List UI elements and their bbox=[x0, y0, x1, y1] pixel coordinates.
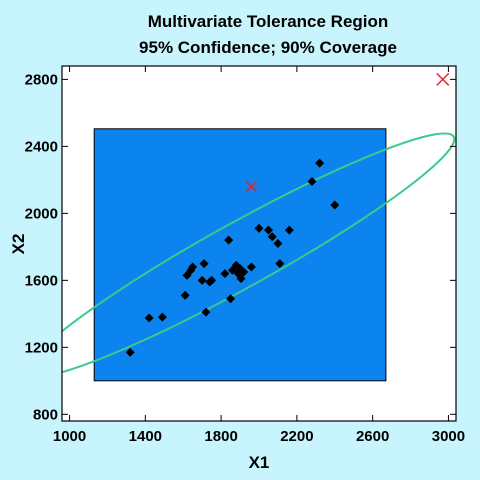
x-axis-label: X1 bbox=[249, 453, 270, 472]
y-tick-label: 2800 bbox=[25, 71, 58, 88]
y-tick-label: 1600 bbox=[25, 272, 58, 289]
data-point bbox=[239, 267, 249, 277]
data-point bbox=[236, 274, 246, 284]
x-tick-label: 3000 bbox=[432, 428, 465, 445]
data-points bbox=[125, 158, 340, 357]
data-point bbox=[263, 225, 273, 235]
data-point bbox=[307, 177, 317, 187]
data-point bbox=[226, 294, 236, 304]
y-axis-label: X2 bbox=[9, 234, 28, 255]
data-point bbox=[125, 347, 135, 357]
marker-stroke bbox=[436, 72, 450, 86]
data-point bbox=[284, 225, 294, 235]
data-point bbox=[180, 290, 190, 300]
data-point bbox=[224, 235, 234, 245]
marker-stroke bbox=[245, 181, 257, 193]
x-tick-label: 2600 bbox=[356, 428, 389, 445]
y-tick-label: 2000 bbox=[25, 205, 58, 222]
x-axis: 1000 1400 1800 2200 2600 3000 bbox=[53, 66, 465, 445]
x-tick-label: 1000 bbox=[53, 428, 86, 445]
tolerance-ellipse bbox=[62, 132, 456, 378]
x-tick-label: 2200 bbox=[280, 428, 313, 445]
chart-subtitle: 95% Confidence; 90% Coverage bbox=[139, 38, 397, 57]
data-point bbox=[207, 275, 217, 285]
data-point bbox=[188, 262, 198, 272]
x-tick-label: 1800 bbox=[204, 428, 237, 445]
data-point bbox=[315, 158, 325, 168]
data-point bbox=[201, 307, 211, 317]
data-point bbox=[157, 312, 167, 322]
outlier-marker bbox=[436, 72, 450, 86]
y-axis: 800 1200 1600 2000 2400 2800 bbox=[25, 71, 456, 423]
center-marker bbox=[245, 181, 257, 193]
data-point bbox=[220, 269, 230, 279]
data-point bbox=[246, 262, 256, 272]
data-point bbox=[267, 232, 277, 242]
data-point bbox=[273, 239, 283, 248]
data-point bbox=[275, 259, 285, 269]
data-point bbox=[330, 200, 340, 210]
y-tick-label: 800 bbox=[33, 406, 58, 423]
x-tick-label: 1400 bbox=[129, 428, 162, 445]
data-point bbox=[144, 313, 154, 323]
y-tick-label: 1200 bbox=[25, 339, 58, 356]
data-point bbox=[199, 259, 209, 269]
y-tick-label: 2400 bbox=[25, 138, 58, 155]
data-point bbox=[197, 275, 207, 285]
data-point bbox=[254, 223, 264, 233]
chart-title: Multivariate Tolerance Region bbox=[148, 12, 389, 31]
plot-frame bbox=[61, 65, 457, 422]
